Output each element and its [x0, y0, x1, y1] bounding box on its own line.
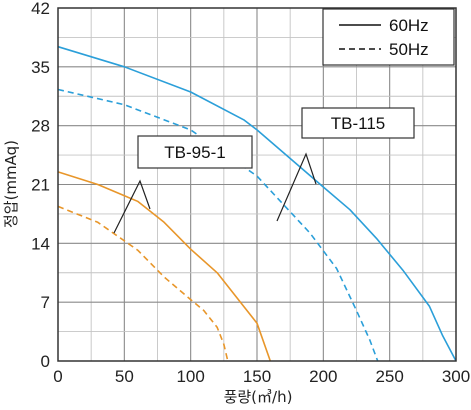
legend: 60Hz 50Hz — [322, 8, 455, 66]
x-tick-label: 50 — [115, 367, 134, 386]
series-line-tb-95-1-60hz — [57, 171, 272, 362]
x-tick-label: 0 — [53, 367, 62, 386]
x-tick-label: 200 — [309, 367, 337, 386]
x-axis-title: 풍량(㎥/h) — [224, 388, 293, 406]
y-tick-label: 14 — [31, 234, 50, 253]
callout-tb-115: TB-115 — [276, 107, 415, 222]
series-line-tb-115-50hz — [57, 88, 379, 362]
y-tick-labels: 0 7 14 21 28 35 42 — [31, 0, 50, 371]
legend-box — [322, 8, 455, 66]
y-tick-label: 42 — [31, 0, 50, 18]
x-tick-label: 100 — [176, 367, 204, 386]
callout-leader-tb-95-1 — [113, 179, 151, 234]
plot-frame — [57, 7, 457, 362]
series-line-tb-115-60hz — [57, 45, 457, 362]
x-tick-label: 250 — [375, 367, 403, 386]
y-tick-label: 0 — [41, 352, 50, 371]
callout-box-tb-95-1 — [137, 135, 253, 169]
y-axis-title: 정압(mmAq) — [2, 140, 20, 228]
y-tick-label: 21 — [31, 176, 50, 195]
callout-box-tb-115 — [301, 107, 415, 139]
callout-label-tb-95-1: TB-95-1 — [164, 143, 225, 162]
legend-label-60hz: 60Hz — [389, 16, 429, 35]
x-tick-label: 300 — [442, 367, 470, 386]
y-tick-label: 28 — [31, 117, 50, 136]
legend-label-50hz: 50Hz — [389, 40, 429, 59]
series-line-tb-95-1-50hz — [57, 205, 229, 362]
y-tick-label: 7 — [41, 293, 50, 312]
chart-series-group — [57, 45, 457, 362]
callout-leader-tb-115 — [276, 152, 317, 222]
y-tick-label: 35 — [31, 58, 50, 77]
x-tick-labels: 0 50 100 150 200 250 300 — [53, 367, 470, 386]
x-tick-label: 150 — [243, 367, 271, 386]
callout-label-tb-115: TB-115 — [331, 114, 386, 133]
callout-tb-95-1: TB-95-1 — [113, 135, 253, 234]
